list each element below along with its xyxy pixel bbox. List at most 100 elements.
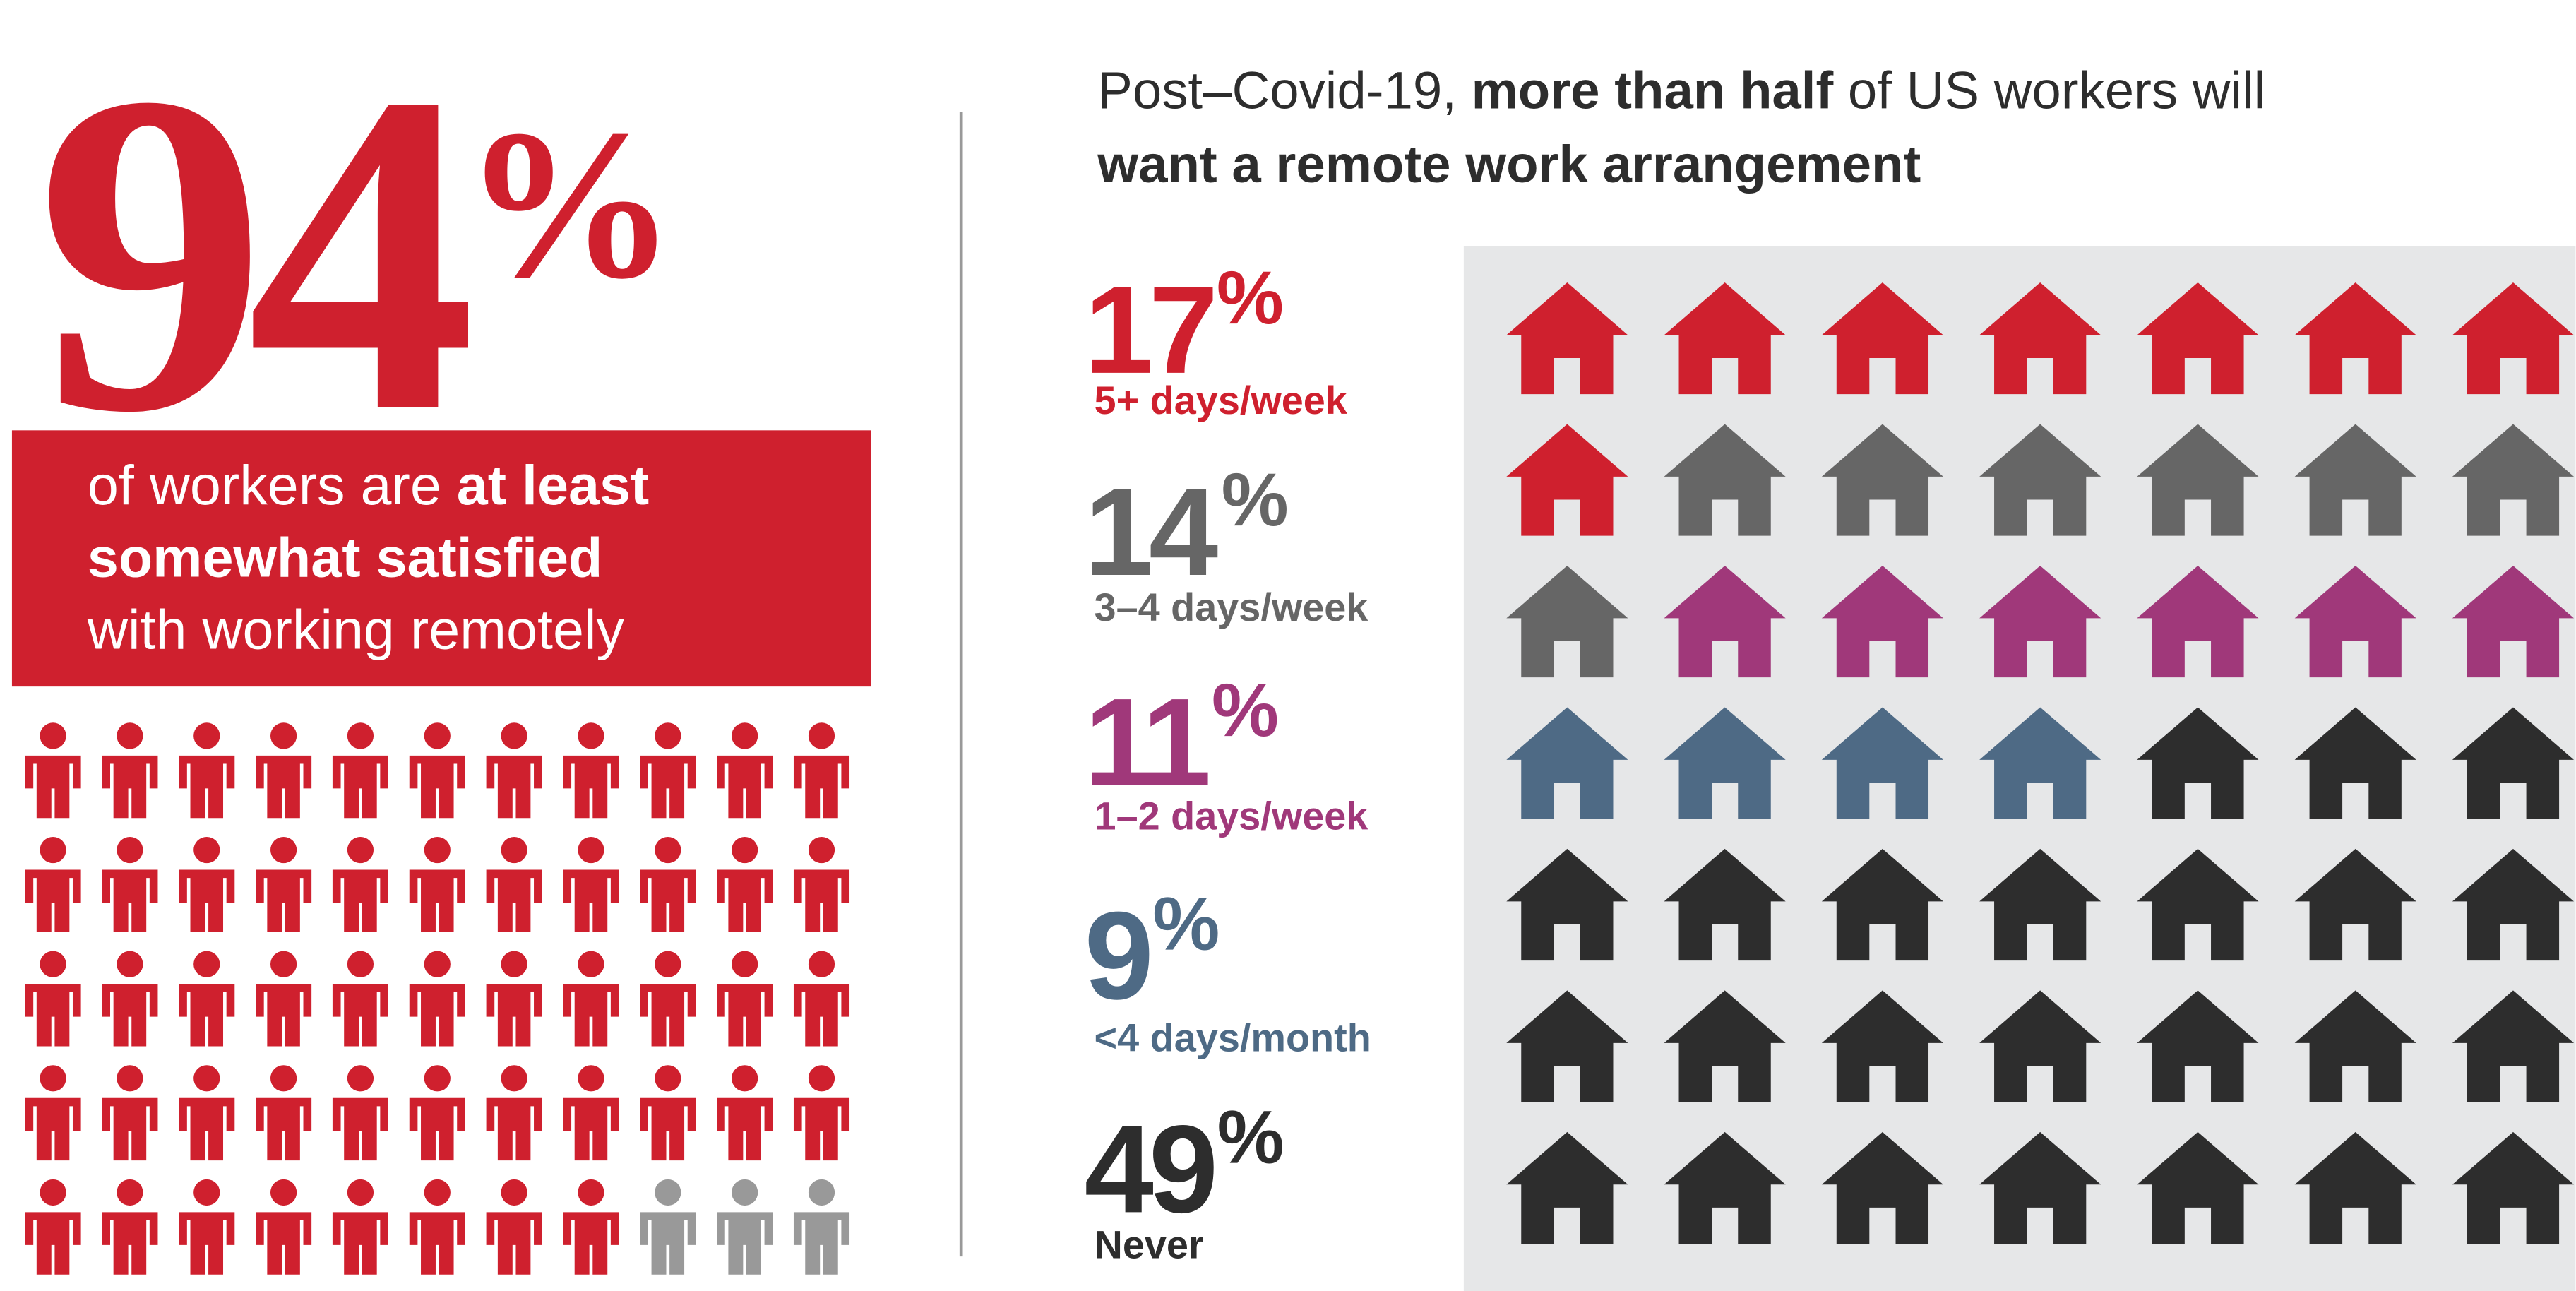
person-body [717,1097,773,1161]
house-icon [2294,1131,2416,1244]
person-body [409,755,465,819]
share-label: 1–2 days/week [1095,793,1369,838]
person-icon [717,1179,773,1275]
person-head [270,1179,297,1206]
person-body [256,1212,312,1275]
person-icon [409,1065,465,1161]
house-icon [2452,707,2575,819]
person-head [808,1179,835,1206]
house-icon [2452,848,2575,961]
person-body [179,1097,235,1161]
person-icon [25,722,81,819]
person-head [655,951,681,977]
person-head [578,836,604,864]
person-icon [179,951,235,1047]
house-icon [1979,848,2101,961]
house-icon [1664,565,1786,678]
text-line: with working remotely [87,598,625,661]
person-body [563,755,619,819]
share-label: 3–4 days/week [1095,585,1369,629]
person-body [332,755,388,819]
person-head [808,722,835,749]
person-icon [409,951,465,1047]
caption-box [11,430,871,687]
person-body [486,984,542,1047]
person-body [486,1097,542,1161]
house-icon [2452,424,2575,536]
person-icon [256,836,312,932]
text-segment: of US workers will [1833,61,2265,119]
person-body [332,869,388,932]
text-segment: of workers are [88,453,457,516]
house-icon [2452,1131,2575,1244]
text-segment: somewhat satisfied [88,525,602,588]
person-body [563,869,619,932]
person-head [347,836,374,864]
house-icon [1506,990,1628,1102]
person-icon [256,722,312,819]
person-head [732,1065,758,1092]
person-icon [179,1179,235,1275]
person-icon [486,951,542,1047]
house-icon [1821,707,1943,819]
share-unit: % [1217,1095,1284,1179]
house-icon [2137,848,2259,961]
person-head [347,1179,374,1206]
house-icon [2294,990,2416,1102]
person-body [179,869,235,932]
house-icon [2294,707,2416,819]
person-body [793,1097,850,1161]
house-icon [1979,424,2101,536]
person-body [102,984,158,1047]
person-body [640,755,696,819]
house-icon [1506,848,1628,961]
share-number: 11 [1085,673,1209,812]
person-body [486,755,542,819]
house-icon [1664,1131,1786,1244]
person-head [347,1065,374,1092]
person-head [117,722,143,749]
person-icon [25,1065,81,1161]
text-line: want a remote work arrangement [1097,135,1921,194]
person-icon [332,951,388,1047]
house-icon [2137,707,2259,819]
person-head [501,836,527,864]
person-icon [563,951,619,1047]
person-body [409,1212,465,1275]
person-icon [640,836,696,932]
person-icon [409,722,465,819]
person-icon [409,836,465,932]
person-body [409,1097,465,1161]
person-head [578,951,604,977]
house-icon [2452,990,2575,1102]
person-body [640,869,696,932]
share-label: Never [1095,1222,1204,1266]
person-icon [25,836,81,932]
house-icon [1821,424,1943,536]
person-head [732,951,758,977]
person-body [486,869,542,932]
person-icon [640,722,696,819]
person-icon [332,1179,388,1275]
person-head [655,1179,681,1206]
person-icon [640,951,696,1047]
person-icon [717,722,773,819]
person-head [117,836,143,864]
person-icon [179,722,235,819]
house-icon [1506,282,1628,395]
person-head [578,722,604,749]
house-icon [1821,848,1943,961]
share-unit: % [1217,255,1284,340]
person-icon [793,1179,850,1275]
share-number: 9 [1085,886,1150,1025]
person-body [409,869,465,932]
person-head [40,1179,66,1206]
person-body [563,984,619,1047]
person-icon [563,1179,619,1275]
person-body [717,1212,773,1275]
person-body [486,1212,542,1275]
person-icon [486,722,542,819]
person-body [256,1097,312,1161]
person-icon [486,1179,542,1275]
person-body [25,1097,81,1161]
